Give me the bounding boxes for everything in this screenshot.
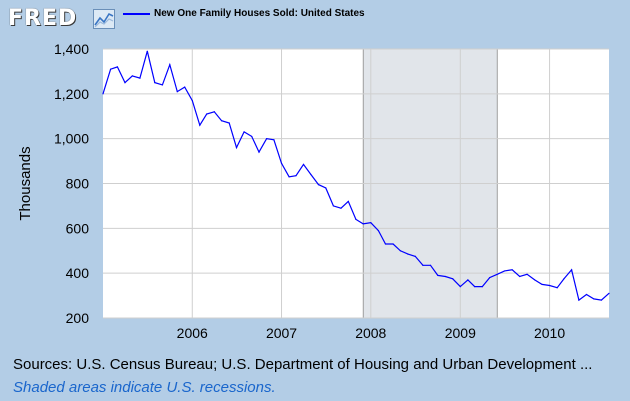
data-point bbox=[362, 223, 364, 225]
data-point bbox=[429, 264, 432, 266]
data-point bbox=[519, 275, 521, 278]
data-point bbox=[548, 284, 551, 287]
data-point bbox=[481, 286, 483, 288]
recession-note: Shaded areas indicate U.S. recessions. bbox=[13, 379, 276, 396]
data-point bbox=[139, 77, 141, 79]
data-point bbox=[258, 151, 260, 153]
data-point bbox=[280, 162, 283, 164]
data-point bbox=[206, 113, 208, 115]
y-tick-label: 1,000 bbox=[54, 131, 89, 147]
data-point bbox=[102, 93, 104, 95]
data-point bbox=[563, 278, 565, 280]
x-tick-label: 2009 bbox=[445, 325, 476, 341]
legend-swatch bbox=[123, 13, 150, 15]
data-point bbox=[146, 50, 148, 52]
data-point bbox=[541, 283, 543, 285]
data-point bbox=[266, 138, 268, 140]
y-tick-label: 800 bbox=[66, 176, 90, 192]
data-point bbox=[228, 122, 230, 124]
data-point bbox=[347, 200, 349, 203]
data-point bbox=[243, 131, 245, 133]
data-point bbox=[213, 111, 215, 113]
data-point bbox=[154, 82, 156, 84]
data-point bbox=[384, 243, 387, 245]
data-point bbox=[526, 273, 528, 275]
data-point bbox=[399, 250, 401, 252]
fred-logo: FRED bbox=[8, 6, 78, 31]
data-point bbox=[235, 147, 238, 149]
data-point bbox=[608, 292, 610, 294]
legend-label: New One Family Houses Sold: United State… bbox=[154, 8, 365, 19]
y-axis-label: Thousands bbox=[17, 146, 34, 220]
y-tick-label: 400 bbox=[66, 265, 90, 281]
data-point bbox=[459, 286, 461, 288]
x-tick-label: 2007 bbox=[266, 325, 297, 341]
data-point bbox=[310, 173, 312, 176]
x-tick-label: 2008 bbox=[355, 325, 386, 341]
data-point bbox=[534, 279, 536, 281]
y-tick-label: 200 bbox=[66, 310, 90, 326]
y-tick-label: 1,200 bbox=[54, 86, 89, 102]
line-chart-icon bbox=[93, 9, 115, 29]
y-tick-label: 600 bbox=[66, 220, 90, 236]
data-point bbox=[593, 298, 595, 300]
data-point bbox=[556, 287, 558, 289]
data-point bbox=[161, 84, 164, 86]
data-point bbox=[355, 218, 357, 220]
data-point bbox=[452, 278, 454, 280]
x-tick-label: 2010 bbox=[534, 325, 565, 341]
chart: 200 400 600 800 1,000 1,200 1,400 2006 2007 2008… bbox=[17, 41, 610, 341]
data-point bbox=[503, 270, 506, 272]
data-point bbox=[176, 90, 178, 93]
data-point bbox=[251, 135, 253, 138]
data-point bbox=[124, 82, 126, 84]
data-point bbox=[600, 299, 603, 301]
data-point bbox=[199, 124, 201, 126]
data-point bbox=[474, 286, 476, 288]
data-point bbox=[288, 176, 290, 178]
data-point bbox=[407, 253, 409, 255]
data-point bbox=[489, 277, 491, 279]
x-tick-label: 2006 bbox=[177, 325, 208, 341]
data-point bbox=[414, 255, 416, 257]
data-point bbox=[221, 120, 223, 122]
data-point bbox=[437, 274, 439, 277]
data-point bbox=[444, 275, 446, 278]
sources-text: Sources: U.S. Census Bureau; U.S. Depart… bbox=[13, 356, 593, 373]
data-point bbox=[169, 64, 171, 66]
data-point bbox=[467, 279, 469, 281]
data-point bbox=[116, 66, 119, 68]
data-point bbox=[392, 243, 394, 245]
data-point bbox=[570, 269, 573, 271]
data-point bbox=[109, 68, 112, 70]
data-point bbox=[295, 175, 297, 177]
data-point bbox=[273, 139, 275, 141]
y-tick-label: 1,400 bbox=[54, 41, 89, 57]
data-point bbox=[184, 86, 186, 88]
data-point bbox=[325, 187, 327, 189]
data-point bbox=[578, 299, 580, 301]
data-point bbox=[585, 293, 588, 296]
data-point bbox=[332, 205, 334, 207]
data-point bbox=[131, 75, 133, 77]
data-point bbox=[317, 184, 320, 186]
data-point bbox=[340, 207, 342, 209]
data-point bbox=[496, 273, 498, 275]
data-point bbox=[302, 163, 305, 166]
data-point bbox=[511, 269, 513, 271]
data-point bbox=[422, 264, 424, 266]
data-point bbox=[377, 229, 379, 232]
data-point bbox=[370, 222, 372, 224]
data-point bbox=[191, 99, 193, 102]
